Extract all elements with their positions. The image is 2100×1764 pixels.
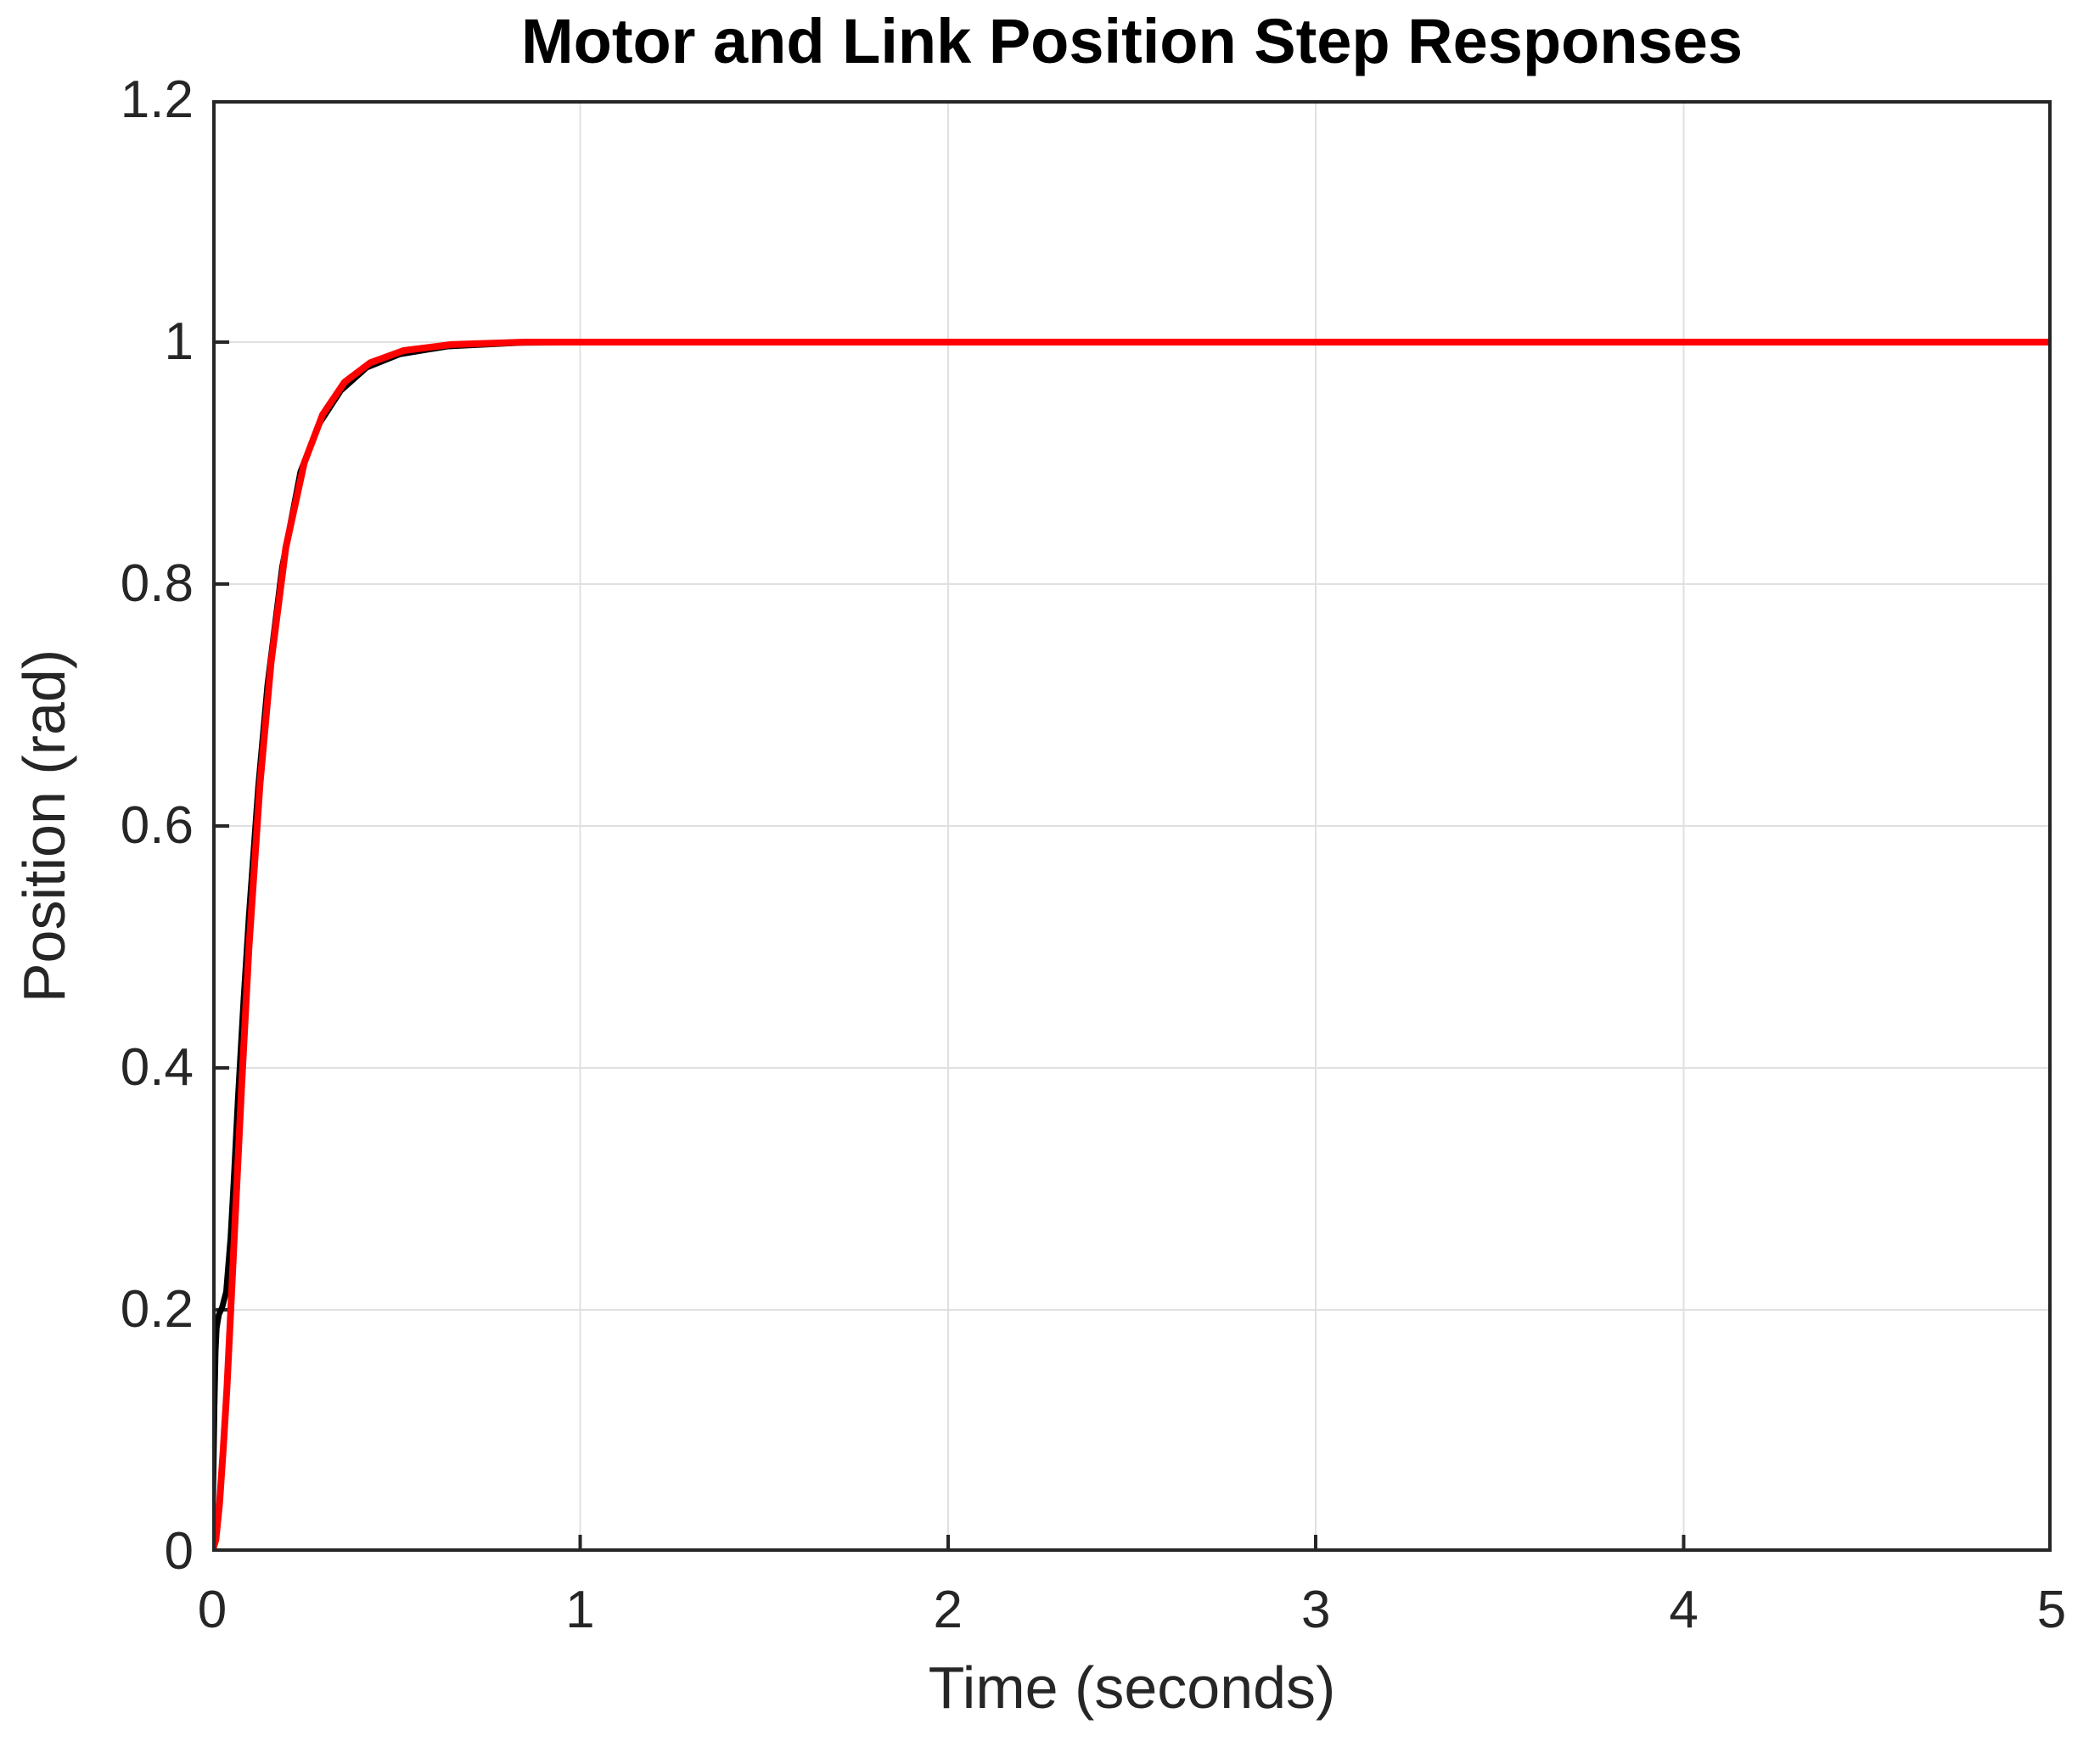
x-tick-label-2: 2 [933, 1581, 963, 1639]
y-tick-label-1.2: 1.2 [120, 70, 194, 129]
y-tick-label-1: 1 [164, 312, 194, 371]
x-tick-label-1: 1 [565, 1581, 595, 1639]
x-tick-label-0: 0 [197, 1581, 227, 1639]
x-tick-label-3: 3 [1300, 1581, 1331, 1639]
y-tick-label-0.6: 0.6 [120, 796, 194, 855]
x-axis-label: Time (seconds) [928, 1654, 1336, 1721]
link-position-curve [212, 339, 2052, 1552]
y-tick-label-0.4: 0.4 [120, 1038, 194, 1097]
y-tick-label-0: 0 [164, 1522, 194, 1581]
chart-title: Motor and Link Position Step Responses [520, 6, 1743, 76]
plot-canvas [212, 100, 2052, 1552]
y-tick-label-0.2: 0.2 [120, 1280, 194, 1339]
plot-frame [212, 100, 2052, 1552]
x-tick-label-4: 4 [1669, 1581, 1699, 1639]
motor-position-curve [212, 339, 2052, 1552]
x-tick-label-5: 5 [2036, 1581, 2067, 1639]
plot-area [212, 100, 2052, 1552]
y-tick-label-0.8: 0.8 [120, 554, 194, 613]
